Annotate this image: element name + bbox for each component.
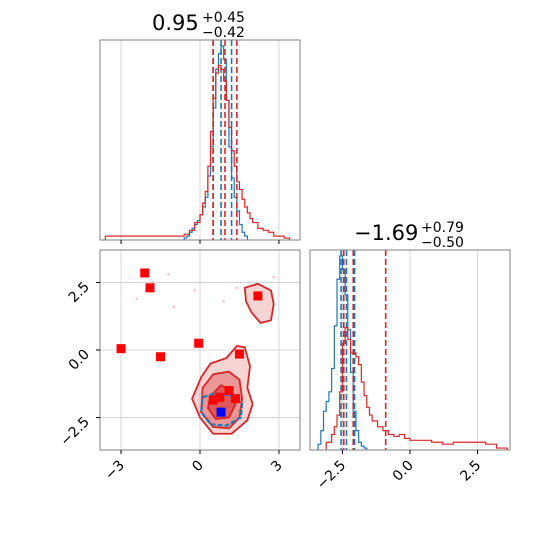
joint-contour-1-0-0 bbox=[200, 392, 244, 427]
joint-panel bbox=[99, 249, 301, 451]
p1-title-plus: +0.45 bbox=[202, 10, 245, 26]
joint-marker-1-3 bbox=[156, 352, 166, 362]
joint-point-1-5 bbox=[272, 275, 275, 279]
histogram-panel-p1 bbox=[99, 39, 301, 241]
joint-marker-1-7 bbox=[224, 386, 234, 396]
p2-title-plus: +0.79 bbox=[421, 220, 464, 236]
p1-title-minus: −0.42 bbox=[202, 25, 245, 41]
hist-p2-series-1 bbox=[325, 327, 508, 450]
joint-point-1-1 bbox=[135, 297, 139, 300]
p1-title-median: 0.95 bbox=[152, 11, 199, 35]
histogram-panel-p2 bbox=[309, 249, 511, 451]
joint-point-1-3 bbox=[235, 286, 239, 290]
joint-point-1-8 bbox=[172, 305, 175, 309]
joint-marker-1-6 bbox=[253, 291, 263, 301]
hist-p1-series-1 bbox=[104, 64, 291, 240]
joint-marker-1-1 bbox=[145, 283, 155, 293]
joint-point-1-0 bbox=[151, 281, 154, 284]
joint-marker-1-5 bbox=[234, 349, 244, 359]
joint-marker-1-10 bbox=[231, 394, 241, 404]
p2-title-median: −1.69 bbox=[354, 221, 418, 245]
joint-contour-0-0-1 bbox=[243, 282, 275, 324]
p2-title-minus: −0.50 bbox=[421, 235, 464, 251]
joint-marker-1-9 bbox=[215, 392, 225, 402]
joint-marker-1-8 bbox=[208, 395, 218, 405]
joint-marker-1-4 bbox=[194, 338, 204, 348]
joint-marker-1-2 bbox=[116, 344, 126, 354]
hist-p2-series-0 bbox=[317, 255, 368, 450]
joint-marker-1-0 bbox=[140, 268, 150, 278]
joint-point-1-6 bbox=[193, 289, 197, 292]
joint-point-1-2 bbox=[167, 273, 170, 276]
joint-point-1-7 bbox=[222, 300, 225, 303]
joint-marker-0-0 bbox=[216, 407, 226, 417]
